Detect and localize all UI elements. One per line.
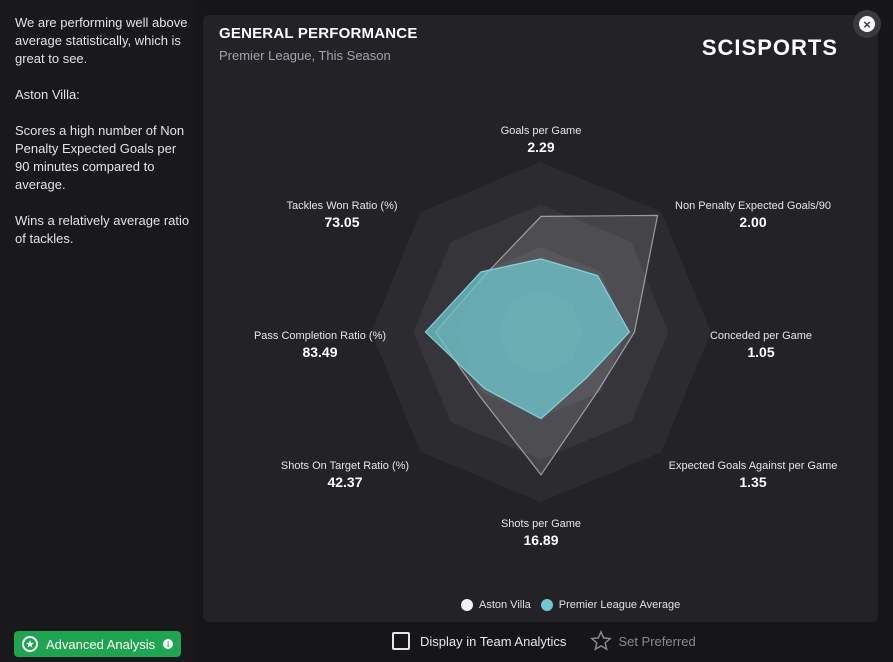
axis-label-value: 42.37	[327, 474, 363, 490]
radar-axis-label: Conceded per Game 1.05	[661, 330, 861, 360]
axis-label-value: 83.49	[302, 344, 338, 360]
card-title: GENERAL PERFORMANCE	[219, 25, 418, 42]
axis-label-text: Shots per Game	[500, 518, 582, 530]
summary-paragraph: We are performing well above average sta…	[15, 15, 188, 66]
display-in-team-analytics-checkbox[interactable]	[392, 632, 410, 650]
radar-chart	[371, 162, 711, 502]
radar-series-league-average	[424, 258, 631, 420]
star-icon[interactable]	[590, 630, 613, 652]
axis-label-text: Expected Goals Against per Game	[668, 460, 838, 472]
summary-paragraph: Wins a relatively average ratio of tackl…	[15, 213, 190, 246]
summary-text: We are performing well above average sta…	[15, 14, 190, 266]
radar-axis-label: Non Penalty Expected Goals/90 2.00	[653, 200, 853, 230]
legend-item-aston-villa: Aston Villa	[461, 599, 531, 611]
axis-label-text: Shots On Target Ratio (%)	[280, 460, 410, 472]
chart-legend: Aston Villa Premier League Average	[461, 599, 690, 611]
info-icon[interactable]: i	[163, 639, 174, 649]
summary-paragraph: Aston Villa:	[15, 87, 80, 102]
radar-axis-label: Goals per Game 2.29	[441, 125, 641, 155]
axis-label-value: 2.00	[739, 214, 767, 230]
radar-axis-label: Tackles Won Ratio (%) 73.05	[242, 200, 442, 230]
axis-label-value: 73.05	[324, 214, 360, 230]
axis-label-value: 2.29	[527, 139, 555, 155]
close-button[interactable]: ×	[853, 10, 881, 38]
radar-axis-label: Shots per Game 16.89	[441, 518, 641, 548]
axis-label-value: 1.05	[747, 344, 775, 360]
scisports-logo: SCISPORTS	[701, 35, 838, 60]
legend-item-league-average: Premier League Average	[540, 599, 681, 611]
axis-label-value: 16.89	[523, 532, 559, 548]
axis-label-text: Conceded per Game	[709, 330, 813, 342]
card-subtitle: Premier League, This Season	[219, 48, 391, 63]
general-performance-card: GENERAL PERFORMANCE Premier League, This…	[203, 15, 878, 622]
left-panel: We are performing well above average sta…	[0, 0, 196, 662]
legend-dot-icon	[461, 599, 473, 611]
legend-label: Aston Villa	[479, 599, 531, 611]
advanced-analysis-button[interactable]: Advanced Analysis i	[14, 631, 181, 657]
axis-label-value: 1.35	[739, 474, 767, 490]
radar-axis-label: Shots On Target Ratio (%) 42.37	[245, 460, 445, 490]
star-badge-icon	[22, 636, 38, 652]
advanced-analysis-label: Advanced Analysis	[46, 636, 156, 652]
radar-axis-label: Pass Completion Ratio (%) 83.49	[220, 330, 420, 360]
close-icon: ×	[859, 16, 875, 32]
bottom-bar: Display in Team Analytics Set Preferred	[392, 630, 696, 652]
display-in-team-analytics-label[interactable]: Display in Team Analytics	[420, 633, 567, 649]
legend-label: Premier League Average	[558, 599, 681, 611]
axis-label-text: Tackles Won Ratio (%)	[286, 200, 398, 212]
summary-paragraph: Scores a high number of Non Penalty Expe…	[15, 123, 185, 192]
set-preferred-label[interactable]: Set Preferred	[618, 633, 696, 649]
legend-dot-icon	[540, 599, 553, 611]
axis-label-text: Non Penalty Expected Goals/90	[675, 200, 831, 212]
radar-axis-label: Expected Goals Against per Game 1.35	[653, 460, 853, 490]
axis-label-text: Goals per Game	[500, 125, 582, 137]
axis-label-text: Pass Completion Ratio (%)	[253, 330, 387, 342]
